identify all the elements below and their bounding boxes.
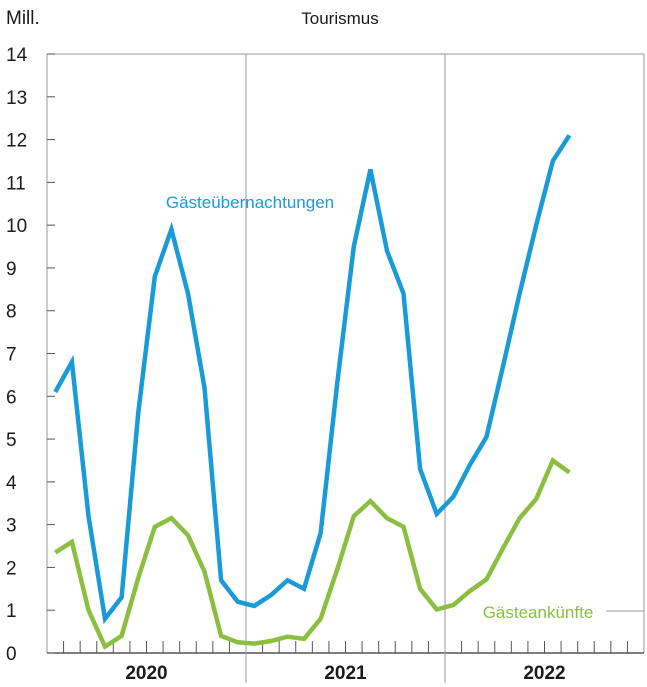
y-tick-label: 5 [6,430,17,451]
series-label-background [470,598,606,624]
series-label-gaesteankuenfte: Gästeankünfte [483,603,594,622]
y-tick-label: 4 [6,473,17,494]
y-tick-label: 13 [6,88,27,109]
y-tick-label: 6 [6,387,17,408]
year-label: 2020 [125,663,167,684]
series-line-gaesteuebernachtungen [53,134,572,625]
y-axis-unit-label: Mill. [6,8,40,29]
series-labels: Gästeübernachtungen Gästeankünfte [166,193,644,624]
y-tick-label: 9 [6,259,17,280]
y-tick-label: 7 [6,345,17,366]
series-label-gaesteuebernachtungen: Gästeübernachtungen [166,193,334,212]
x-axis-ticks [63,641,628,653]
y-tick-label: 11 [6,173,26,194]
series-lines [53,134,572,650]
y-tick-label: 0 [6,644,17,665]
year-label: 2022 [523,663,565,684]
series-line-gaesteankuenfte [54,457,571,650]
y-tick-label: 10 [6,216,27,237]
y-tick-label: 8 [6,302,17,323]
y-tick-label: 14 [6,45,28,66]
y-tick-label: 3 [6,516,17,537]
chart-title: Tourismus [301,9,378,28]
year-label: 2021 [324,663,367,684]
x-axis-year-labels: 2020 2021 2022 [125,663,565,684]
y-tick-label: 2 [6,558,17,579]
y-tick-label: 1 [6,601,17,622]
y-tick-label: 12 [6,131,27,152]
